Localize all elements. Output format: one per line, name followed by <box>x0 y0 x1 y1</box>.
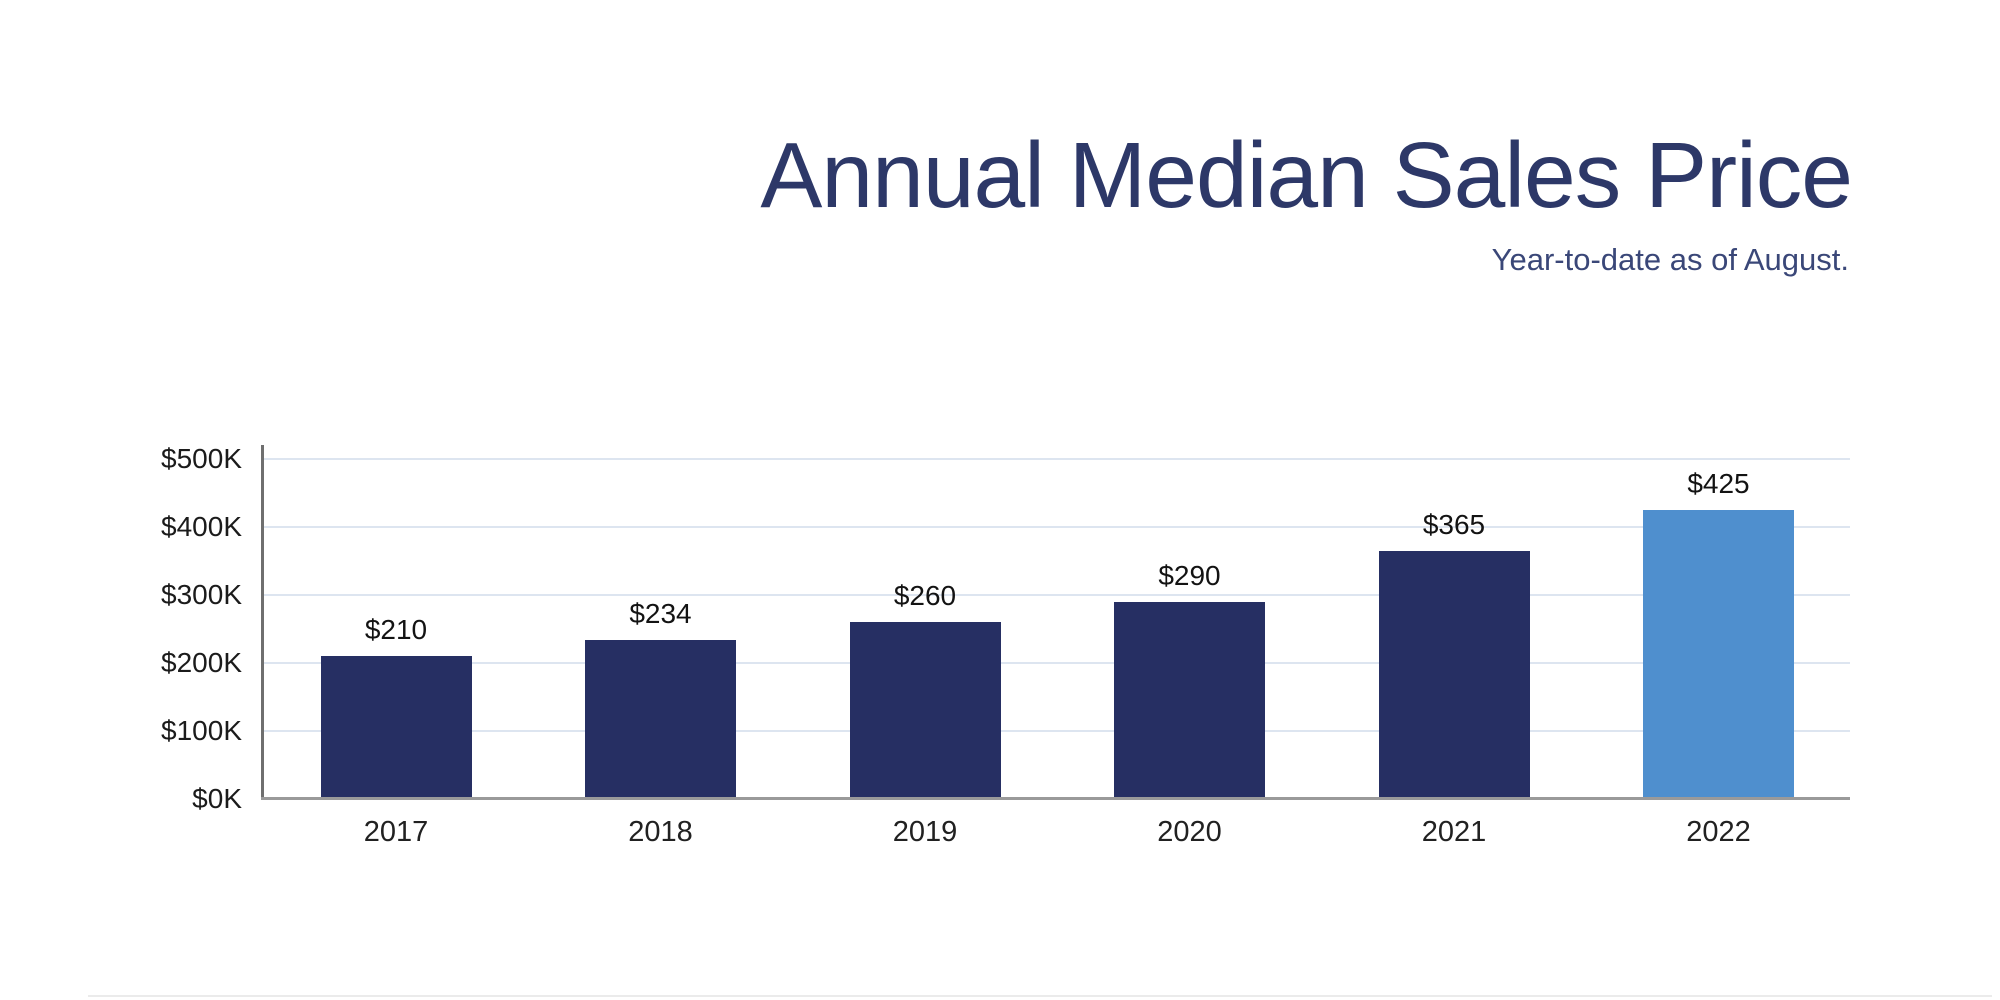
chart-title: Annual Median Sales Price <box>760 123 1853 227</box>
y-tick-label-0K: $0K <box>192 783 242 814</box>
x-axis-line <box>261 797 1850 800</box>
gridline-200 <box>264 662 1850 664</box>
bottom-edge-line <box>88 995 1992 997</box>
x-tick-label-2020: 2020 <box>1157 816 1222 848</box>
x-tick-label-2021: 2021 <box>1421 816 1487 848</box>
gridline-100 <box>264 730 1850 732</box>
x-tick-label-2019: 2019 <box>892 816 958 848</box>
bar-value-label-2019: $260 <box>893 580 957 612</box>
bar-2020 <box>1114 601 1265 797</box>
y-axis-line <box>261 445 264 800</box>
bar-2017 <box>320 656 472 797</box>
bar-value-label-2021: $365 <box>1422 508 1486 540</box>
bar-value-label-2018: $234 <box>629 597 692 629</box>
gridline-500 <box>264 458 1850 460</box>
y-tick-label-500K: $500K <box>161 443 242 474</box>
x-tick-label-2022: 2022 <box>1686 816 1751 848</box>
gridline-300 <box>264 594 1850 596</box>
y-tick-label-400K: $400K <box>161 511 242 542</box>
y-tick-label-100K: $100K <box>161 715 242 746</box>
bar-2019 <box>849 622 1001 797</box>
x-tick-label-2017: 2017 <box>363 816 429 848</box>
bar-2018 <box>585 639 736 797</box>
chart-subtitle: Year-to-date as of August. <box>1491 242 1849 277</box>
bar-value-label-2017: $210 <box>364 614 428 646</box>
bar-value-label-2022: $425 <box>1687 468 1750 499</box>
bar-value-label-2020: $290 <box>1158 559 1221 591</box>
y-tick-label-200K: $200K <box>161 647 242 678</box>
bar-2022 <box>1643 510 1794 797</box>
x-tick-label-2018: 2018 <box>628 816 693 848</box>
y-tick-label-300K: $300K <box>161 579 242 610</box>
bar-2021 <box>1378 550 1530 797</box>
gridline-400 <box>264 526 1850 528</box>
